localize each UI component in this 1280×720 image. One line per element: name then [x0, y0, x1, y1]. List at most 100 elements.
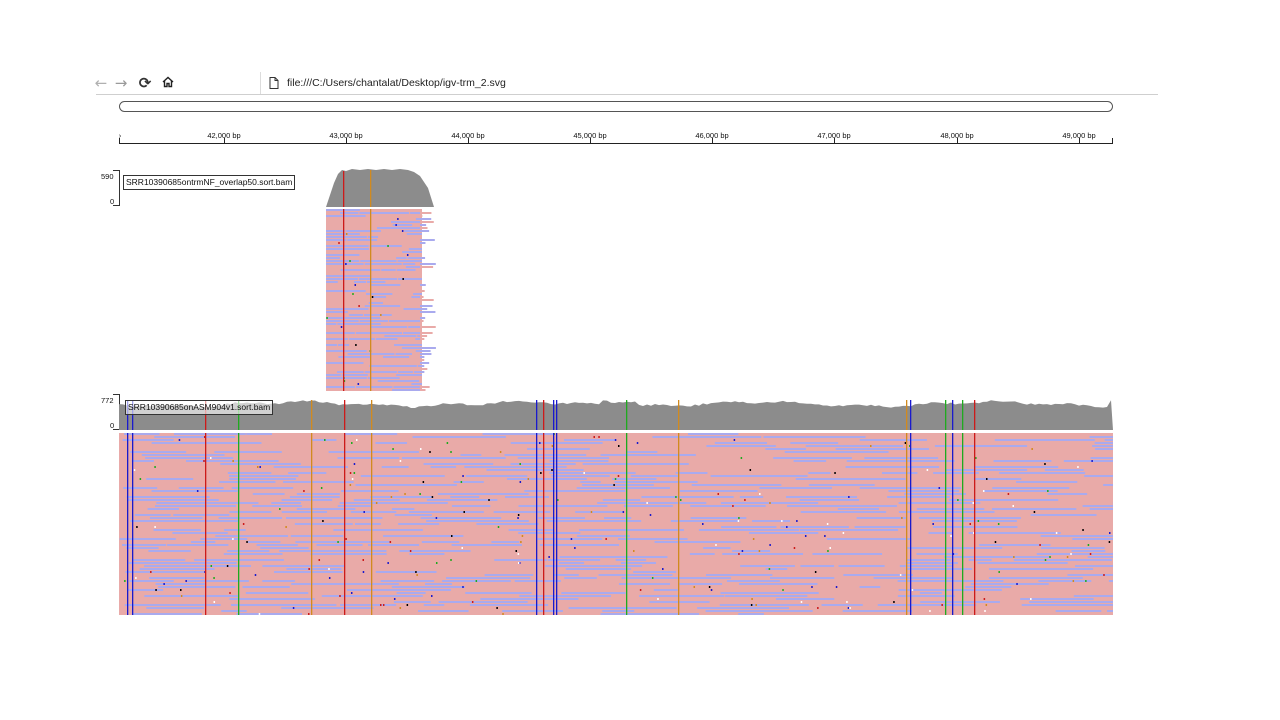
ruler-label-5: 47,000 bp: [817, 131, 851, 140]
read: [144, 595, 239, 597]
mismatch: [409, 550, 412, 552]
address-bar[interactable]: file:///C:/Users/chantalat/Desktop/igv-t…: [260, 72, 1159, 94]
read: [888, 490, 960, 492]
read: [988, 577, 1083, 579]
read: [369, 248, 393, 250]
ruler-tick: [224, 138, 225, 144]
read: [419, 275, 422, 277]
mismatch: [185, 580, 187, 582]
read: [916, 508, 985, 510]
mismatch: [155, 589, 157, 591]
mismatch: [590, 511, 593, 513]
track1-alignments[interactable]: [326, 209, 436, 391]
read: [245, 592, 309, 594]
read: [398, 338, 415, 340]
mismatch: [496, 607, 498, 609]
read: [392, 389, 422, 391]
home-button[interactable]: [157, 72, 179, 94]
mismatch: [984, 610, 986, 612]
back-button[interactable]: ←: [90, 72, 112, 94]
mismatch: [551, 445, 554, 447]
snv-column: [906, 433, 908, 615]
read: [285, 517, 383, 519]
mismatch: [755, 604, 757, 606]
read: [460, 454, 482, 456]
coverage-snv: [371, 400, 373, 430]
mismatch: [401, 230, 404, 232]
read: [420, 362, 430, 364]
mismatch: [617, 475, 620, 477]
read: [381, 230, 404, 232]
mismatch: [343, 380, 346, 382]
mismatch: [633, 550, 635, 552]
mismatch: [613, 484, 615, 486]
chromosome-ideogram[interactable]: [119, 101, 1113, 112]
read: [416, 236, 422, 238]
mismatch: [431, 595, 433, 597]
read: [992, 487, 1070, 489]
read: [364, 311, 395, 313]
read: [1087, 556, 1113, 558]
mismatch: [303, 490, 305, 492]
track1-name[interactable]: SRR10390685ontrmNF_overlap50.sort.bam: [123, 175, 296, 190]
mismatch: [497, 526, 500, 528]
read: [690, 505, 766, 507]
ruler-tick: [346, 138, 347, 144]
read: [354, 257, 396, 259]
read: [366, 281, 386, 283]
mismatch: [738, 517, 740, 519]
read: [231, 604, 337, 606]
read: [991, 508, 1077, 510]
read: [326, 323, 337, 325]
mismatch: [769, 502, 771, 504]
track2-alignments[interactable]: [119, 433, 1113, 615]
mismatch: [435, 562, 438, 564]
read: [326, 284, 369, 286]
reload-button[interactable]: ⟳: [134, 72, 156, 94]
read: [167, 544, 229, 546]
read: [384, 362, 408, 364]
mismatch: [617, 445, 620, 447]
track2-name[interactable]: SRR10390685onASM904v1.sort.bam: [125, 400, 274, 415]
read: [421, 541, 460, 543]
read: [1044, 469, 1084, 471]
read: [371, 356, 383, 358]
read: [612, 478, 657, 480]
mismatch: [355, 439, 358, 441]
read: [759, 487, 832, 489]
mismatch: [419, 493, 421, 495]
read: [1021, 604, 1113, 606]
mismatch: [950, 535, 952, 537]
read: [421, 245, 422, 247]
mismatch: [904, 442, 907, 444]
mismatch: [180, 595, 183, 597]
mismatch: [622, 511, 625, 513]
url-text: file:///C:/Users/chantalat/Desktop/igv-t…: [287, 77, 506, 89]
read: [383, 302, 422, 304]
coverage-snv: [238, 400, 240, 430]
mismatch: [518, 562, 521, 564]
read: [231, 487, 294, 489]
mismatch: [715, 544, 717, 546]
read: [387, 272, 419, 274]
read: [416, 269, 422, 271]
read: [602, 610, 635, 612]
mismatch: [972, 502, 975, 504]
mismatch: [1077, 466, 1079, 468]
read: [408, 511, 484, 513]
read: [623, 505, 673, 507]
read: [545, 565, 643, 567]
ruler-label-0: 42,000 bp: [207, 131, 241, 140]
mismatch: [462, 586, 464, 588]
forward-button[interactable]: →: [110, 72, 132, 94]
read: [347, 239, 378, 241]
read: [360, 260, 397, 262]
read: [337, 323, 381, 325]
read: [420, 212, 432, 214]
read: [407, 257, 422, 259]
mismatch: [416, 574, 418, 576]
read: [375, 571, 437, 573]
read: [242, 586, 290, 588]
read: [402, 263, 416, 265]
snv-column: [945, 433, 947, 615]
